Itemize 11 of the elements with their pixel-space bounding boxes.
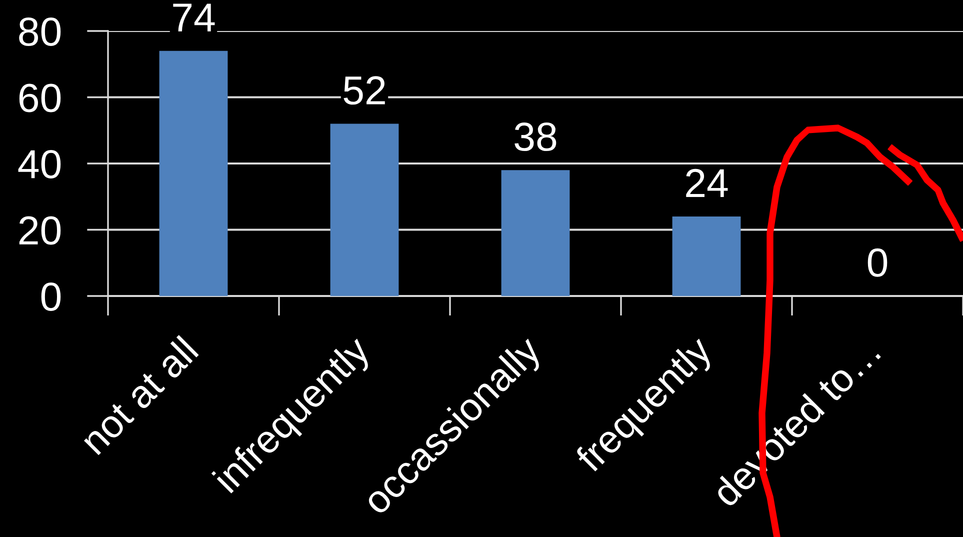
data-label: 0 bbox=[868, 248, 888, 277]
data-label: 24 bbox=[686, 168, 728, 198]
x-tick-label: not at all bbox=[78, 335, 200, 456]
y-tick-label: 80 bbox=[19, 17, 61, 46]
data-label: 52 bbox=[344, 76, 385, 105]
data-label: 74 bbox=[173, 4, 215, 32]
y-tick-label: 0 bbox=[41, 282, 61, 311]
y-tick-label: 20 bbox=[19, 216, 61, 245]
y-tick-label: 40 bbox=[18, 150, 61, 178]
y-tick-label: 60 bbox=[19, 84, 61, 112]
data-label: 38 bbox=[514, 122, 556, 152]
